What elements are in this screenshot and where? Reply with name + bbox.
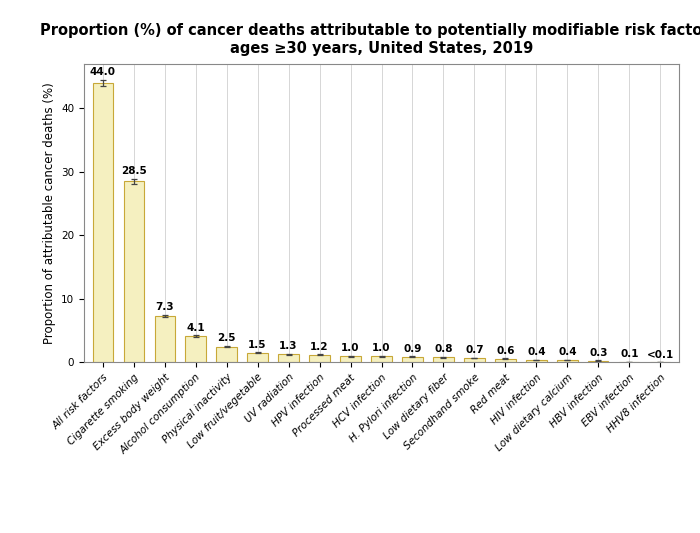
Bar [372, 356, 391, 362]
Bar [248, 353, 267, 362]
Bar [309, 355, 330, 362]
Text: 1.0: 1.0 [372, 343, 391, 353]
Bar [526, 360, 547, 362]
Bar [589, 360, 608, 362]
Bar [123, 181, 144, 362]
Bar [402, 357, 423, 362]
Bar [464, 358, 484, 362]
Text: 2.5: 2.5 [217, 333, 236, 343]
Text: 1.5: 1.5 [248, 340, 267, 350]
Text: 0.8: 0.8 [434, 344, 453, 354]
Text: 0.9: 0.9 [403, 344, 421, 354]
Text: 7.3: 7.3 [155, 302, 174, 312]
Text: 0.1: 0.1 [620, 349, 638, 359]
Title: Proportion (%) of cancer deaths attributable to potentially modifiable risk fact: Proportion (%) of cancer deaths attribut… [39, 23, 700, 56]
Bar [92, 83, 113, 362]
Text: 44.0: 44.0 [90, 67, 116, 77]
Bar [433, 357, 454, 362]
Text: 0.4: 0.4 [558, 347, 577, 357]
Text: 28.5: 28.5 [120, 166, 146, 176]
Text: 1.0: 1.0 [342, 343, 360, 353]
Text: 4.1: 4.1 [186, 323, 205, 333]
Text: 0.7: 0.7 [466, 345, 484, 355]
Bar [340, 356, 360, 362]
Bar [155, 316, 174, 362]
Bar [279, 354, 299, 362]
Text: 0.6: 0.6 [496, 346, 514, 356]
Bar [496, 359, 515, 362]
Text: <0.1: <0.1 [647, 350, 674, 360]
Bar [216, 346, 237, 362]
Text: 1.2: 1.2 [310, 342, 329, 352]
Text: 0.4: 0.4 [527, 347, 546, 357]
Bar [557, 360, 578, 362]
Text: 1.3: 1.3 [279, 341, 298, 351]
Y-axis label: Proportion of attributable cancer deaths (%): Proportion of attributable cancer deaths… [43, 82, 55, 344]
Text: 0.3: 0.3 [589, 348, 608, 358]
Bar [186, 336, 206, 362]
